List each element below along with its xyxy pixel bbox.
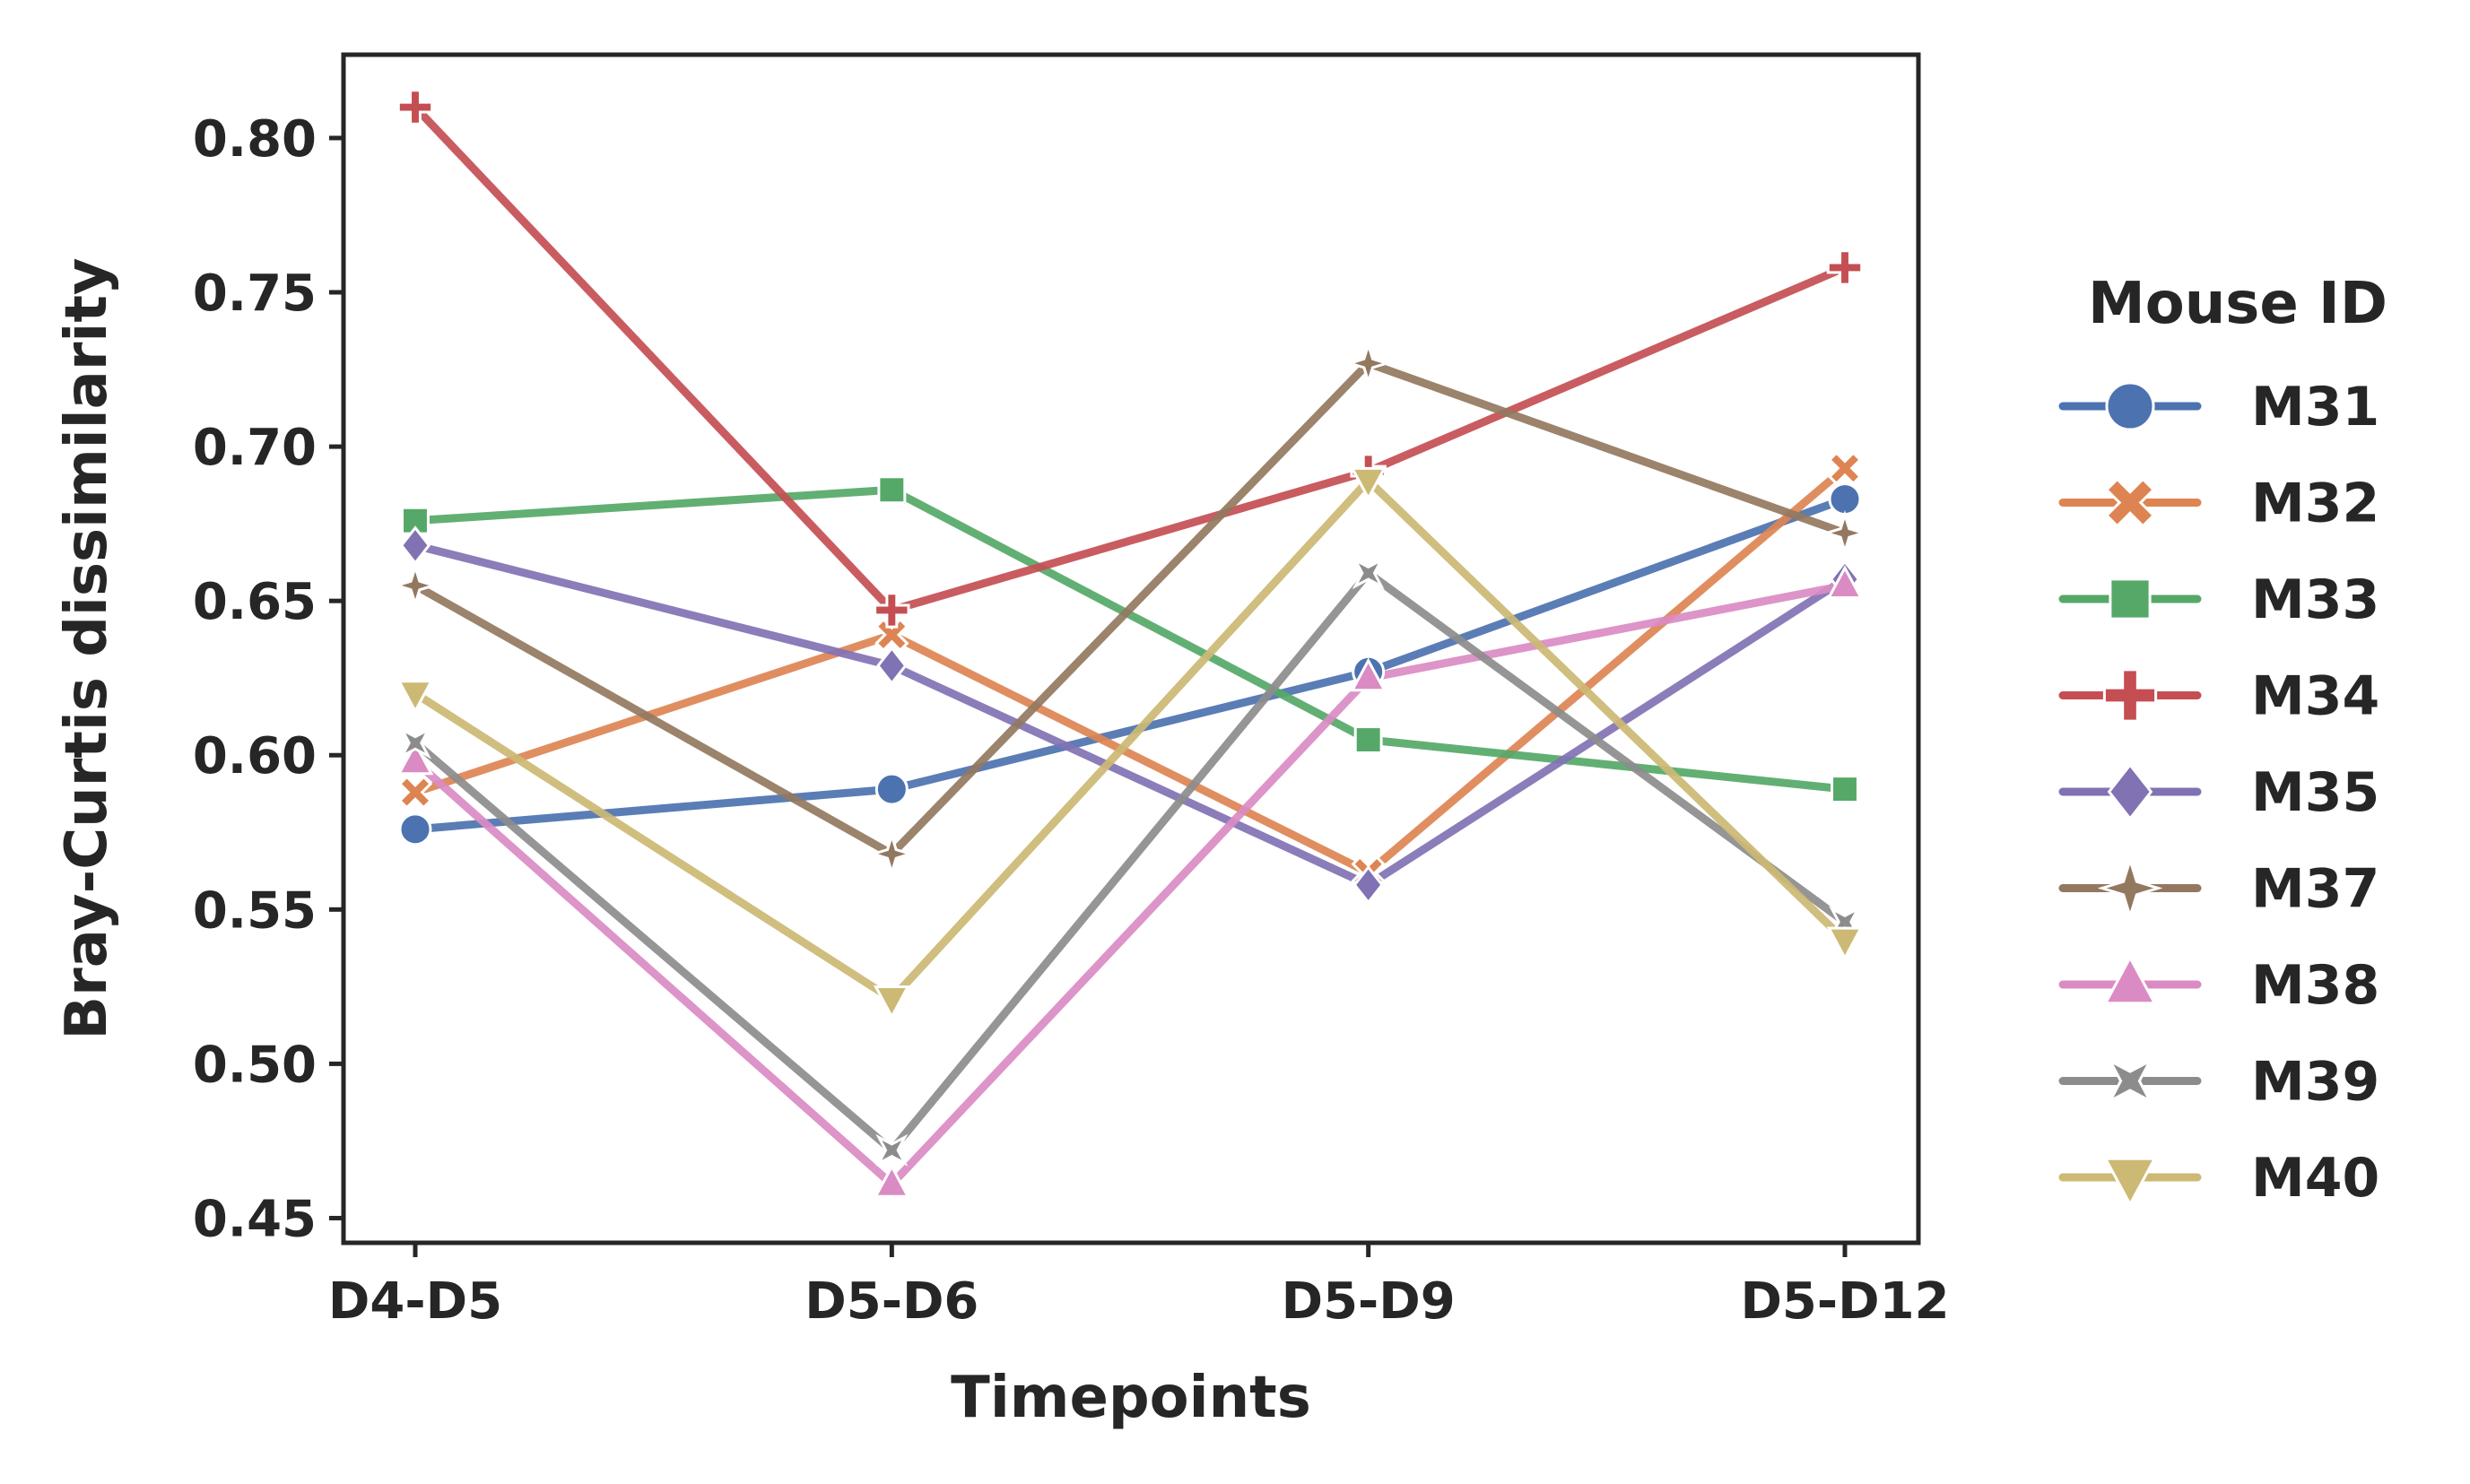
plot-frame [341, 52, 1921, 1245]
series-line-m33 [411, 485, 1849, 794]
legend-marker [2097, 855, 2163, 921]
data-point-m39-2 [1352, 557, 1385, 590]
legend-label: M39 [2251, 1051, 2379, 1114]
series-line-m40 [411, 476, 1849, 1003]
legend-item-m39: M39 [2058, 1051, 2379, 1114]
legend-marker [2107, 762, 2153, 821]
data-point-m37-0 [392, 562, 439, 609]
data-point-m38-0 [396, 741, 434, 776]
legend-marker [2103, 954, 2157, 1005]
axes: 0.45 0.50 0.55 0.60 0.65 0.70 0.75 0.80 D4-D5 D5-… [54, 52, 1950, 1431]
legend-item-m35: M35 [2058, 761, 2379, 824]
data-point-m31-3 [1828, 482, 1862, 516]
y-tick-label: 0.70 [193, 419, 317, 477]
legend-label: M40 [2251, 1147, 2379, 1210]
series-line-m37 [411, 359, 1849, 858]
series-line-m38 [411, 581, 1849, 1189]
series-line-m32 [411, 464, 1849, 877]
data-point-m40-3 [1826, 926, 1864, 961]
legend-label: M31 [2251, 376, 2379, 438]
y-tick-label: 0.65 [193, 573, 317, 631]
series-line-m31 [411, 495, 1849, 834]
legend-item-m40: M40 [2058, 1147, 2379, 1210]
legend-item-m33: M33 [2058, 568, 2379, 631]
legend-item-m34: M34 [2058, 665, 2379, 728]
data-point-m34-1 [874, 592, 910, 629]
data-point-m38-3 [1826, 565, 1864, 600]
data-point-m40-0 [396, 680, 434, 715]
series-line-m34 [411, 103, 1849, 614]
legend-marker [2102, 668, 2158, 723]
y-axis-title: Bray-Curtis dissimilarity [54, 257, 120, 1039]
data-point-m38-2 [1350, 657, 1387, 692]
legend-item-m37: M37 [2058, 855, 2379, 921]
data-point-m33-1 [877, 475, 907, 505]
data-point-m32-3 [1827, 450, 1863, 486]
y-tick-label: 0.50 [193, 1036, 317, 1094]
legend-label: M37 [2251, 858, 2379, 921]
x-tick-label: D5-D9 [1282, 1272, 1456, 1331]
data-point-m39-0 [398, 726, 432, 759]
data-point-m40-2 [1350, 466, 1387, 501]
data-point-m35-2 [1352, 864, 1384, 905]
legend-label: M34 [2251, 665, 2379, 728]
data-point-m33-2 [1353, 725, 1383, 754]
data-point-m32-0 [397, 775, 433, 810]
legend: Mouse ID M31 M32 M33 M34 M35 M37 M38 M39 M40 [2058, 271, 2387, 1210]
data-point-m31-1 [874, 772, 909, 806]
data-point-m34-3 [1826, 249, 1864, 286]
series-line-m39 [411, 568, 1849, 1155]
data-point-m31-0 [398, 812, 432, 846]
legend-item-m38: M38 [2058, 954, 2379, 1017]
data-point-m37-2 [1345, 340, 1392, 386]
legend-marker [2104, 477, 2156, 528]
y-tick-label: 0.75 [193, 265, 317, 323]
legend-item-m32: M32 [2058, 473, 2379, 535]
data-point-m38-1 [873, 1163, 910, 1198]
y-tick-label: 0.55 [193, 881, 317, 940]
y-tick-label: 0.80 [193, 110, 317, 169]
data-point-m39-1 [875, 1133, 909, 1167]
x-tick-label: D4-D5 [328, 1272, 502, 1331]
x-tick-label: D5-D6 [804, 1272, 978, 1331]
plot-area [392, 89, 1868, 1198]
data-point-m33-3 [1831, 775, 1859, 804]
legend-label: M32 [2251, 473, 2379, 535]
data-point-m35-1 [876, 646, 908, 686]
y-tick-label: 0.60 [193, 727, 317, 785]
data-point-m40-1 [873, 985, 910, 1020]
data-point-m32-1 [874, 617, 909, 653]
legend-marker [2107, 1057, 2153, 1105]
legend-title: Mouse ID [2088, 271, 2387, 337]
legend-label: M35 [2251, 761, 2379, 824]
x-tick-label: D5-D12 [1740, 1272, 1949, 1331]
y-tick-label: 0.45 [193, 1190, 317, 1248]
legend-marker [2105, 381, 2155, 431]
legend-label: M33 [2251, 568, 2379, 631]
legend-item-m31: M31 [2058, 376, 2379, 438]
legend-marker [2103, 1157, 2157, 1208]
x-axis-title: Timepoints [951, 1365, 1311, 1431]
data-point-m34-0 [396, 89, 434, 126]
legend-label: M38 [2251, 954, 2379, 1017]
data-point-m37-3 [1822, 509, 1868, 556]
series-line-m35 [411, 541, 1849, 890]
legend-marker [2109, 577, 2152, 621]
data-point-m37-1 [868, 830, 915, 877]
